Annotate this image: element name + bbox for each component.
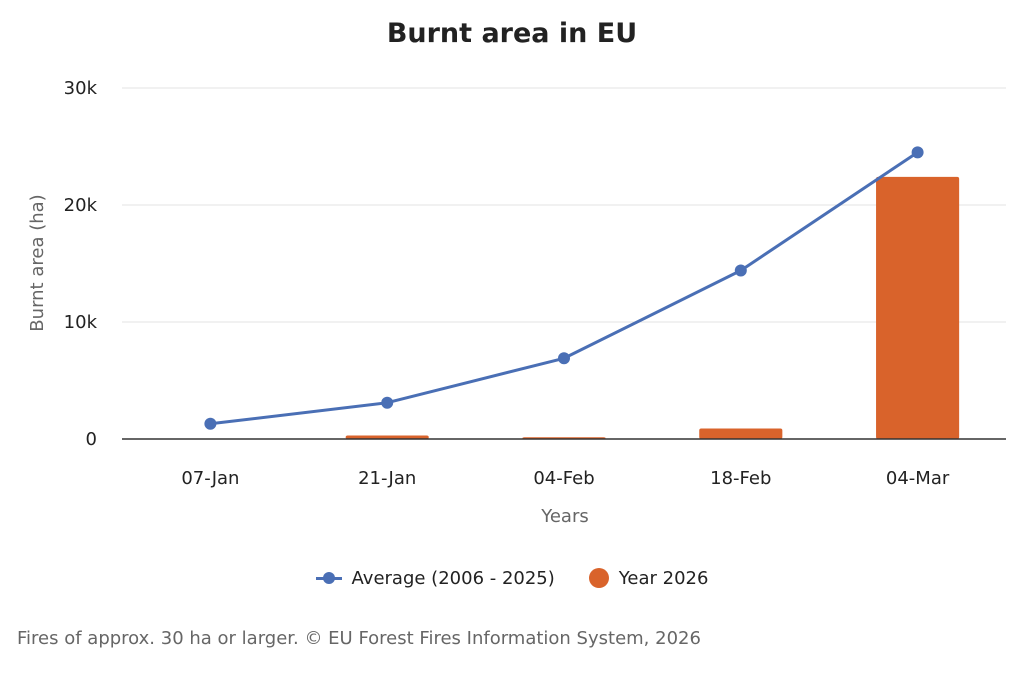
y-tick-label: 10k <box>64 312 98 333</box>
x-tick-label: 04-Feb <box>533 468 594 489</box>
x-tick-label: 04-Mar <box>886 468 950 489</box>
line-point[interactable] <box>558 352 570 365</box>
x-tick-label: 21-Jan <box>358 468 416 489</box>
bar[interactable] <box>876 176 960 440</box>
chart-title: Burnt area in EU <box>387 18 637 49</box>
footnote: Fires of approx. 30 ha or larger. © EU F… <box>17 628 701 649</box>
legend-item-year-2026[interactable]: Year 2026 <box>588 567 709 589</box>
y-axis-title: Burnt area (ha) <box>27 194 48 331</box>
bar[interactable] <box>345 435 429 439</box>
y-axis-ticks: 0 10k 20k 30k <box>64 78 98 450</box>
bar[interactable] <box>699 428 783 439</box>
line-point[interactable] <box>381 396 394 409</box>
y-tick-label: 30k <box>64 78 98 99</box>
legend-bar-symbol <box>588 568 609 588</box>
x-tick-label: 07-Jan <box>181 468 239 489</box>
chart: Burnt area in EU 0 10k 20k 30k 07-Jan 21-Jan… <box>27 18 1006 527</box>
grid <box>122 87 1006 323</box>
legend-label-average: Average (2006 - 2025) <box>351 567 555 589</box>
x-axis-title: Years <box>540 506 589 527</box>
line-point[interactable] <box>734 264 747 277</box>
series-line <box>210 151 919 426</box>
legend-item-average[interactable]: Average (2006 - 2025) <box>315 567 555 589</box>
line-point[interactable] <box>911 146 924 159</box>
x-axis-ticks: 07-Jan 21-Jan 04-Feb 18-Feb 04-Mar <box>181 468 950 489</box>
y-tick-label: 0 <box>86 429 97 450</box>
legend: Average (2006 - 2025) Year 2026 <box>0 562 1024 594</box>
y-tick-label: 20k <box>64 195 98 216</box>
legend-label-year-2026: Year 2026 <box>618 567 709 589</box>
line-series <box>204 146 924 430</box>
bar-series <box>345 176 960 440</box>
x-tick-label: 18-Feb <box>710 468 771 489</box>
legend-line-symbol <box>315 571 342 585</box>
line-point[interactable] <box>204 417 217 430</box>
